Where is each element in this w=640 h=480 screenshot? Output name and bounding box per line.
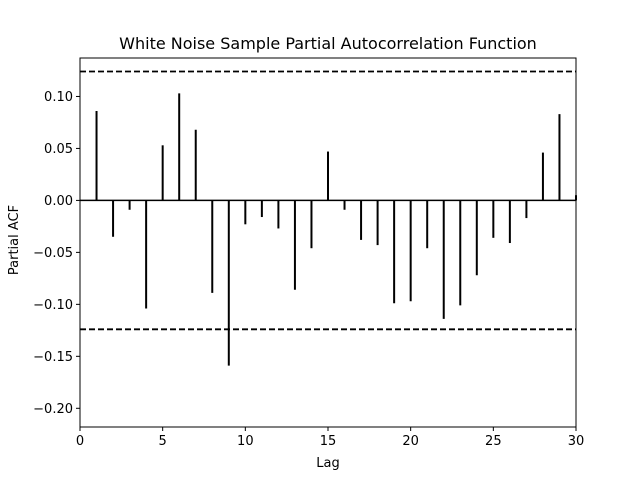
y-tick-label: −0.20 bbox=[33, 402, 73, 417]
y-axis-label: Partial ACF bbox=[7, 205, 22, 275]
x-tick-label: 5 bbox=[159, 434, 167, 449]
plot-area: 0 5 10 15 20 25 30 0.10 0.05 0.00 −0.05 −0.10 −0.15 −… bbox=[33, 57, 585, 449]
y-tick-label: 0.10 bbox=[44, 90, 73, 105]
y-tick-label: 0.00 bbox=[44, 194, 73, 209]
x-tick-label: 25 bbox=[485, 434, 502, 449]
x-tick-label: 30 bbox=[568, 434, 585, 449]
y-tick-label: −0.15 bbox=[33, 350, 73, 365]
y-tick-label: 0.05 bbox=[44, 142, 73, 157]
x-axis-label: Lag bbox=[316, 456, 339, 471]
x-tick-label: 0 bbox=[76, 434, 84, 449]
y-tick-label: −0.10 bbox=[33, 298, 73, 313]
y-tick-label: −0.05 bbox=[33, 246, 73, 261]
x-tick-label: 10 bbox=[237, 434, 254, 449]
x-tick-label: 20 bbox=[402, 434, 419, 449]
x-tick-label: 15 bbox=[320, 434, 337, 449]
chart-title: White Noise Sample Partial Autocorrelati… bbox=[119, 34, 537, 53]
